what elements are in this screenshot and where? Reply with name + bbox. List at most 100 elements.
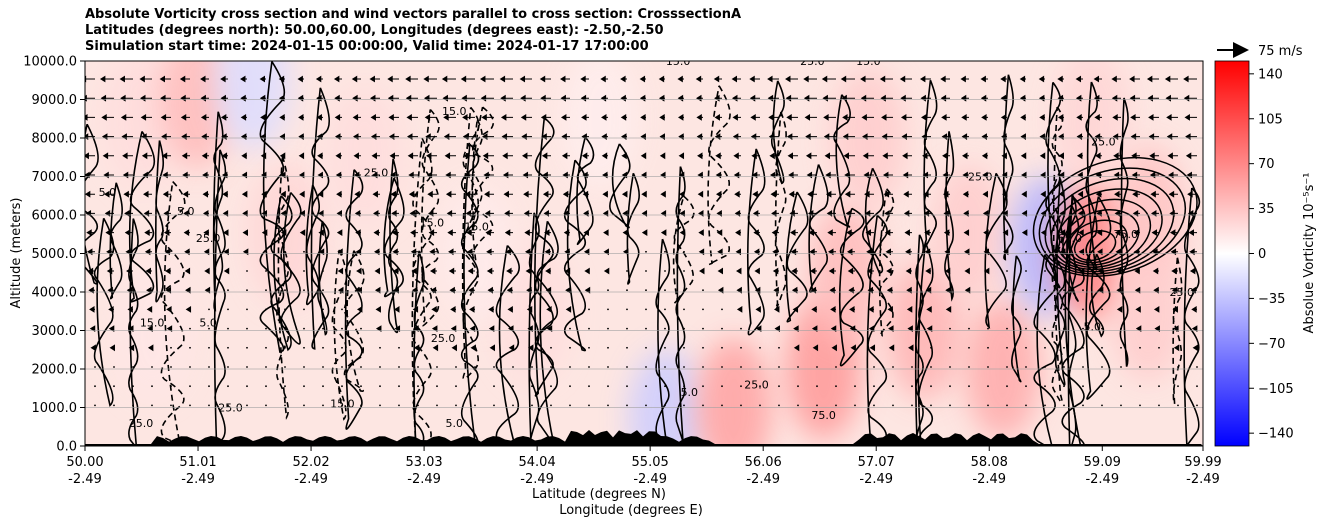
wind-vector: [1151, 229, 1159, 237]
wind-vector: [1060, 248, 1066, 256]
wind-vector: [303, 385, 305, 388]
wind-vector: [424, 113, 437, 121]
wind-vector: [583, 248, 590, 256]
wind-vector: [1021, 190, 1027, 198]
contour-line: [1089, 253, 1105, 338]
x-tick-label-lat: 58.08: [971, 455, 1008, 470]
wind-vector: [183, 229, 190, 237]
wind-vector: [322, 327, 324, 330]
wind-vector: [337, 267, 344, 275]
wind-vector: [943, 229, 950, 237]
wind-vector: [259, 75, 266, 83]
wind-vector: [448, 267, 456, 275]
wind-vector: [1189, 267, 1197, 275]
wind-vector: [106, 267, 114, 275]
wind-vector: [962, 152, 969, 160]
wind-vector: [208, 404, 210, 407]
contour-line: [534, 117, 555, 397]
wind-vector: [987, 366, 989, 368]
wind-vector: [854, 385, 856, 388]
contour-line: [528, 212, 540, 446]
wind-vector: [1077, 190, 1084, 198]
wind-vector: [941, 113, 950, 121]
wind-vector: [753, 229, 760, 237]
wind-vector: [868, 305, 874, 313]
wind-vector: [1101, 327, 1103, 330]
wind-vector: [143, 190, 152, 198]
wind-vector: [170, 366, 172, 368]
wind-vector: [161, 152, 171, 160]
wind-vector: [1115, 229, 1121, 237]
wind-vector: [499, 75, 513, 83]
wind-vector: [1097, 248, 1103, 256]
wind-vector: [621, 190, 628, 198]
wind-vector: [410, 248, 418, 256]
wind-vector: [317, 152, 323, 160]
wind-vector: [541, 152, 551, 160]
wind-vector: [1096, 229, 1103, 237]
wind-vector: [603, 229, 609, 237]
colorbar-tick-label: 140: [1258, 67, 1283, 82]
wind-vector: [702, 385, 704, 388]
wind-vector: [202, 190, 209, 198]
wind-vector: [160, 113, 171, 121]
wind-vector: [389, 152, 399, 160]
wind-vector: [825, 190, 836, 198]
wind-vector: [1158, 385, 1160, 388]
wind-vector: [940, 75, 950, 83]
wind-vector: [464, 190, 475, 198]
wind-vector: [1044, 250, 1046, 253]
contour-line: [746, 148, 766, 336]
contour-line: [344, 169, 364, 430]
wind-vector: [987, 385, 989, 388]
wind-vector: [429, 248, 437, 256]
wind-vector: [240, 75, 247, 83]
wind-vector: [86, 248, 95, 256]
wind-vector: [505, 248, 513, 256]
wind-vector: [1116, 286, 1122, 294]
wind-vector: [488, 325, 495, 333]
wind-vector: [564, 267, 571, 275]
wind-vector: [791, 267, 798, 275]
wind-vector: [793, 325, 799, 333]
wind-vector: [1059, 190, 1065, 198]
wind-vector: [1169, 229, 1178, 237]
wind-vector: [147, 325, 153, 333]
wind-vector: [303, 404, 305, 407]
wind-vector: [582, 190, 589, 198]
wind-vector: [470, 344, 476, 352]
wind-vector: [162, 190, 171, 198]
wind-vector: [412, 305, 419, 313]
contour-line: [1002, 74, 1014, 261]
wind-vector: [1063, 327, 1065, 330]
wind-vector: [1097, 286, 1104, 294]
wind-vector: [740, 346, 742, 349]
contour-line: [576, 136, 595, 246]
wind-vector: [892, 404, 894, 407]
wind-vector: [678, 152, 685, 160]
wind-vector: [1101, 346, 1103, 349]
wind-vector: [1082, 346, 1084, 349]
wind-vector: [527, 344, 534, 352]
wind-vector: [1094, 113, 1102, 121]
contour-label: 15.0: [442, 105, 467, 118]
wind-vector: [565, 305, 572, 313]
wind-vector: [351, 75, 361, 83]
wind-vector: [930, 366, 932, 368]
wind-vector: [1082, 308, 1084, 311]
wind-vector: [1132, 190, 1140, 198]
wind-vector: [607, 327, 609, 330]
wind-vector: [303, 289, 305, 292]
wind-vector: [751, 152, 760, 160]
contour-label: 15.0: [140, 317, 165, 330]
wind-vector: [371, 152, 380, 160]
wind-vector: [189, 385, 191, 388]
wind-vector: [1044, 366, 1046, 368]
wind-vector: [1082, 404, 1084, 407]
wind-vector: [1093, 75, 1102, 83]
wind-vector: [759, 346, 761, 349]
contour-line: [862, 167, 884, 274]
wind-vector: [588, 327, 590, 330]
wind-vector: [144, 229, 152, 237]
wind-vectors: [85, 75, 1199, 407]
